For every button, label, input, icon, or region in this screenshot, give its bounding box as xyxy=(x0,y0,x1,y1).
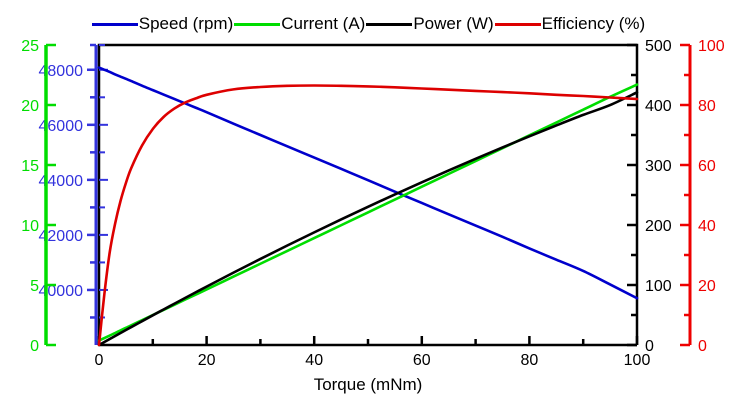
x-tick-label: 80 xyxy=(521,352,539,369)
speed-tick-label: 44000 xyxy=(39,173,84,190)
efficiency-tick-label: 20 xyxy=(698,278,716,295)
legend-entry-current[interactable]: Current (A) xyxy=(234,14,366,34)
series-power xyxy=(97,91,639,347)
series-speed xyxy=(97,66,639,300)
series-group xyxy=(97,66,639,347)
speed-tick-label: 46000 xyxy=(39,118,84,135)
efficiency-tick-label: 0 xyxy=(698,338,707,355)
current-tick-label: 5 xyxy=(30,278,39,295)
legend-label-power: Power (W) xyxy=(413,14,494,33)
line-swatch-icon xyxy=(366,22,413,26)
legend-label-speed: Speed (rpm) xyxy=(138,14,234,33)
x-tick-label: 40 xyxy=(305,352,323,369)
current-tick-label: 25 xyxy=(21,38,39,55)
chart-legend: Speed (rpm) Current (A) Power (W) Effici… xyxy=(0,10,738,38)
current-tick-label: 20 xyxy=(21,98,39,115)
legend-label-efficiency: Efficiency (%) xyxy=(541,14,646,33)
axes-group: 0 20 40 60 80 1004000042000440004600048000051… xyxy=(21,38,725,369)
efficiency-tick-label: 40 xyxy=(698,218,716,235)
legend-entry-speed[interactable]: Speed (rpm) xyxy=(91,14,234,34)
current-tick-label: 0 xyxy=(30,338,39,355)
power-tick-label: 500 xyxy=(645,38,672,55)
speed-tick-label: 48000 xyxy=(39,63,84,80)
efficiency-tick-label: 80 xyxy=(698,98,716,115)
x-tick-label: 0 xyxy=(95,352,104,369)
line-swatch-icon xyxy=(91,22,138,26)
x-tick-label: 60 xyxy=(413,352,431,369)
power-tick-label: 0 xyxy=(645,338,654,355)
x-tick-label: 100 xyxy=(624,352,651,369)
efficiency-tick-label: 100 xyxy=(698,38,725,55)
legend-entry-power[interactable]: Power (W) xyxy=(366,14,494,34)
x-tick-label: 20 xyxy=(198,352,216,369)
current-tick-label: 15 xyxy=(21,158,39,175)
speed-tick-label: 42000 xyxy=(39,228,84,245)
line-swatch-icon xyxy=(494,22,541,26)
legend-label-current: Current (A) xyxy=(281,14,366,33)
power-tick-label: 400 xyxy=(645,98,672,115)
series-efficiency xyxy=(97,84,639,347)
power-tick-label: 200 xyxy=(645,218,672,235)
power-tick-label: 300 xyxy=(645,158,672,175)
speed-tick-label: 40000 xyxy=(39,283,84,300)
power-tick-label: 100 xyxy=(645,278,672,295)
legend-entry-efficiency[interactable]: Efficiency (%) xyxy=(494,14,647,34)
line-swatch-icon xyxy=(234,22,281,26)
efficiency-tick-label: 60 xyxy=(698,158,716,175)
x-axis-title: Torque (mNm) xyxy=(314,375,423,394)
current-tick-label: 10 xyxy=(21,218,39,235)
